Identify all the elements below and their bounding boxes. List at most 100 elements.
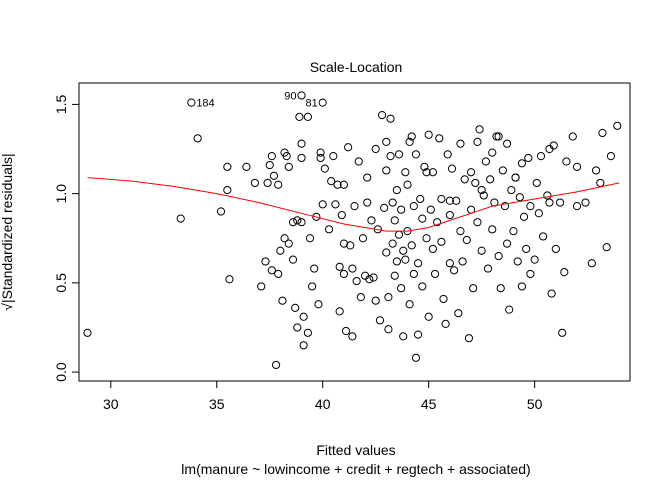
data-point [488, 225, 497, 234]
data-point [187, 98, 196, 107]
data-point [473, 218, 482, 227]
data-point [456, 139, 465, 148]
data-point [288, 218, 298, 227]
data-point [551, 244, 560, 254]
data-point [352, 276, 361, 286]
data-point [462, 235, 471, 245]
data-point [532, 178, 541, 188]
data-point [502, 239, 512, 248]
label-layer: 184 90 81 [196, 90, 317, 109]
x-tick-label: 35 [209, 396, 225, 412]
data-point [543, 191, 552, 200]
data-point [225, 275, 234, 284]
data-point [297, 153, 306, 163]
data-point [318, 98, 327, 107]
data-point [380, 203, 389, 213]
data-point [598, 128, 607, 138]
data-point [274, 180, 283, 189]
data-point [411, 150, 421, 159]
data-point [384, 325, 393, 334]
data-point [382, 137, 391, 146]
data-point [394, 230, 404, 239]
data-point [312, 212, 321, 221]
data-point [176, 214, 185, 223]
data-point [388, 198, 397, 207]
data-point [267, 266, 276, 275]
data-point [562, 157, 571, 166]
x-tick-label: 45 [421, 396, 437, 412]
data-point [509, 227, 518, 236]
point-label: 90 [284, 90, 296, 102]
data-point [464, 334, 474, 343]
data-point [517, 159, 527, 168]
data-point [399, 246, 408, 255]
data-point [341, 326, 351, 336]
data-point [494, 132, 503, 141]
data-point [305, 234, 315, 243]
x-axis-label: Fitted values [316, 442, 395, 458]
data-point [437, 194, 446, 204]
data-point [371, 144, 380, 154]
y-axis: 0.0 0.5 1.0 1.5 [53, 94, 80, 382]
data-point [363, 198, 372, 207]
y-tick-label: 1.0 [53, 184, 69, 204]
data-point [280, 234, 289, 243]
data-point [424, 312, 433, 321]
data-point [333, 180, 342, 189]
data-point [284, 162, 293, 171]
data-point [316, 153, 325, 163]
smooth-layer [87, 177, 620, 232]
data-point [606, 152, 616, 161]
data-point [450, 266, 459, 275]
data-point [363, 173, 372, 182]
data-point [437, 237, 446, 246]
data-point [413, 330, 423, 339]
data-point [310, 264, 319, 273]
data-point [299, 312, 308, 321]
data-point [466, 168, 476, 177]
x-tick-label: 30 [103, 396, 119, 412]
data-point [193, 134, 202, 143]
data-point [452, 196, 461, 205]
data-point [560, 268, 569, 277]
data-point [558, 328, 567, 337]
data-point [445, 196, 454, 205]
smooth-line [87, 177, 620, 232]
data-point [524, 153, 533, 163]
data-point [339, 180, 349, 189]
data-point [420, 162, 429, 171]
y-tick-label: 0.5 [53, 273, 69, 293]
data-point [377, 111, 387, 120]
data-point [390, 271, 399, 280]
data-point [526, 202, 535, 211]
data-point [288, 255, 298, 264]
data-point [267, 152, 276, 161]
data-point [390, 216, 399, 225]
data-point [447, 164, 457, 173]
data-point [418, 282, 427, 291]
data-point [424, 130, 433, 139]
data-point [397, 205, 406, 214]
data-point [430, 269, 440, 279]
data-point [261, 257, 270, 266]
data-point [276, 246, 285, 255]
data-point [339, 269, 349, 279]
data-point [469, 284, 478, 293]
data-point [242, 162, 251, 171]
x-tick-label: 50 [527, 396, 543, 412]
data-point [498, 166, 507, 175]
data-point [547, 289, 556, 298]
data-point [477, 246, 486, 255]
data-point [445, 259, 454, 268]
data-point [409, 202, 418, 211]
data-point [522, 244, 531, 254]
data-point [428, 168, 438, 177]
data-point [346, 241, 355, 250]
data-point [324, 225, 334, 234]
data-point [397, 284, 406, 293]
data-point [335, 307, 344, 316]
data-point [502, 139, 512, 148]
data-point [399, 332, 408, 341]
data-point [517, 282, 527, 291]
data-point [263, 178, 272, 188]
